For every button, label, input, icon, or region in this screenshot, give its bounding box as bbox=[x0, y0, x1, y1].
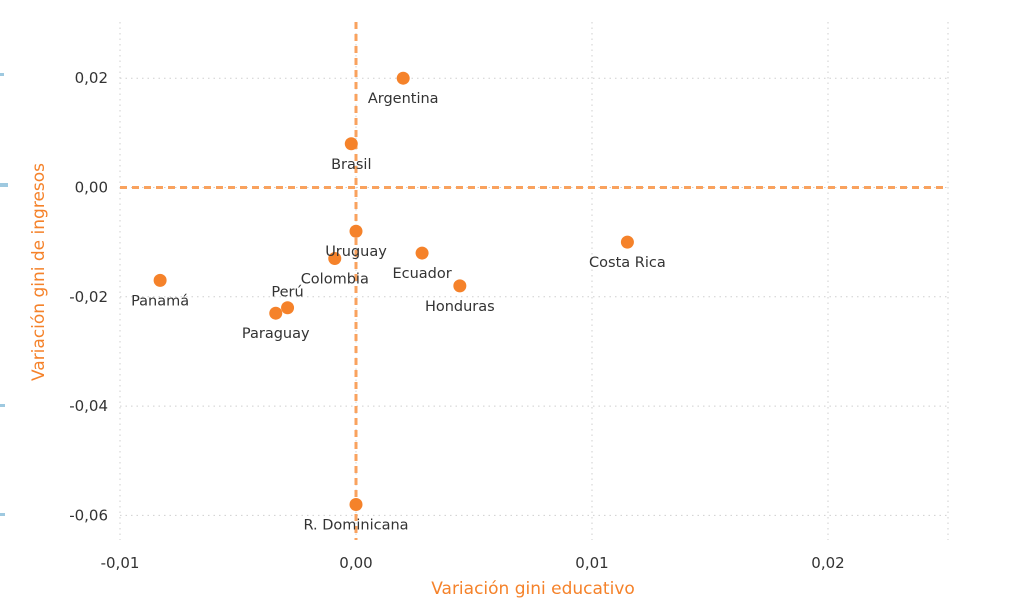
data-point bbox=[344, 137, 358, 151]
y-tick-label: 0,02 bbox=[75, 69, 108, 87]
point-label: R. Dominicana bbox=[303, 517, 408, 533]
data-point bbox=[269, 306, 283, 320]
tick-labels: -0,01 0,00 0,01 0,02 0,02 0,00 -0,02 -0,04 -0,06 bbox=[69, 69, 845, 572]
x-axis-title: Variación gini educativo bbox=[431, 579, 635, 599]
point-label: Argentina bbox=[368, 91, 439, 107]
data-point bbox=[453, 279, 467, 293]
point-label: Ecuador bbox=[392, 266, 451, 282]
y-tick-label: 0,00 bbox=[75, 179, 108, 197]
y-tick-label: -0,02 bbox=[69, 288, 108, 306]
x-tick-label: -0,01 bbox=[101, 554, 140, 572]
edge-artifact bbox=[0, 73, 4, 76]
x-tick-label: 0,02 bbox=[811, 554, 844, 572]
edge-artifact bbox=[0, 183, 8, 187]
y-axis-title: Variación gini de ingresos bbox=[29, 163, 49, 381]
point-label: Brasil bbox=[331, 157, 371, 173]
data-point bbox=[349, 224, 363, 238]
point-label: Colombia bbox=[301, 272, 369, 288]
reference-lines bbox=[120, 22, 948, 540]
point-label: Paraguay bbox=[242, 326, 310, 342]
y-tick-label: -0,06 bbox=[69, 506, 108, 524]
point-label: Uruguay bbox=[325, 244, 387, 260]
data-point bbox=[620, 235, 634, 249]
data-point bbox=[349, 497, 363, 511]
data-point bbox=[396, 71, 410, 85]
data-point bbox=[281, 301, 295, 315]
point-labels: Argentina Brasil Uruguay Colombia Ecuador Cos… bbox=[131, 91, 666, 533]
edge-artifact bbox=[0, 404, 5, 407]
edge-artifact bbox=[0, 513, 5, 516]
point-label: Costa Rica bbox=[589, 255, 666, 271]
x-tick-label: 0,00 bbox=[339, 554, 372, 572]
point-label: Panamá bbox=[131, 293, 189, 309]
data-point bbox=[328, 252, 342, 266]
data-point bbox=[415, 246, 429, 260]
data-point bbox=[153, 273, 167, 287]
x-tick-label: 0,01 bbox=[575, 554, 608, 572]
y-tick-label: -0,04 bbox=[69, 397, 108, 415]
data-points bbox=[153, 71, 634, 511]
grid bbox=[119, 22, 949, 540]
point-label: Honduras bbox=[425, 299, 495, 315]
point-label: Perú bbox=[271, 285, 303, 301]
